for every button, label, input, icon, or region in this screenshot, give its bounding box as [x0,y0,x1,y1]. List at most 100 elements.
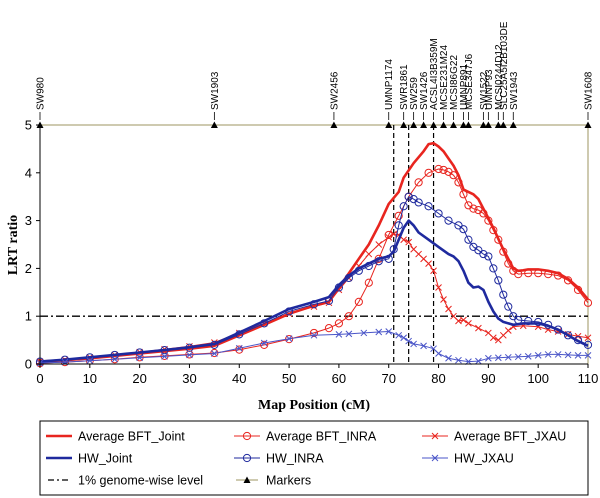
marker-point [210,121,218,128]
data-point [344,312,353,321]
marker-point [420,121,428,128]
data-point [514,315,523,325]
data-point [186,351,193,359]
marker-point [440,121,448,128]
marker-label: SWR1861 [399,64,410,110]
data-point [400,334,408,342]
data-point [235,345,244,354]
legend-label: Markers [266,474,311,488]
series-line [39,219,589,363]
legend-swatch-marker [431,432,439,440]
data-point [524,352,532,360]
marker-point [410,121,418,128]
data-point [554,271,563,280]
data-point [374,257,383,266]
data-point [211,350,218,357]
data-point [161,352,168,360]
data-point [573,336,583,345]
legend-item: HW_JXAU [422,452,514,466]
series-average-bft-inra [35,164,593,368]
x-tick-label: 0 [36,371,43,386]
x-tick-label: 80 [431,371,445,386]
marker-label: SW1903 [210,71,221,110]
data-point [375,241,383,248]
y-tick-label: 3 [25,213,32,228]
data-point [160,346,169,355]
data-point [484,216,493,225]
x-tick-label: 20 [132,371,146,386]
data-point [464,235,473,244]
data-point [534,317,543,327]
x-tick-label: 110 [578,371,599,386]
legend-swatch-marker [242,453,252,463]
data-point [425,260,432,267]
data-point [440,296,447,303]
data-point [514,270,523,279]
data-point [354,297,363,306]
marker-label: MCSI86G22 [449,55,460,110]
data-point [285,335,293,343]
data-point [435,284,442,291]
data-point [430,267,437,275]
legend-item: Average BFT_Joint [46,430,185,444]
data-point [504,259,513,268]
marker-label: MCSI0244D12 [494,44,505,110]
data-point [260,340,269,349]
x-tick-label: 40 [232,371,246,386]
data-point [489,226,498,235]
legend-item: Average BFT_JXAU [422,430,566,444]
legend-label: HW_INRA [266,452,324,466]
data-point [534,269,543,278]
marker-label: UMNP1174 [384,59,395,110]
data-point [434,209,443,218]
marker-point [464,121,472,128]
legend-label: Average BFT_JXAU [454,430,566,444]
data-point [494,276,503,285]
y-tick-label: 0 [25,357,32,372]
marker-label: SW2456 [329,71,340,110]
marker-point [330,121,338,128]
data-point [364,261,373,271]
marker-point [499,121,507,128]
marker-point [385,121,393,128]
marker-label: MCSE231M24 [439,45,450,110]
legend-item: Average BFT_INRA [234,430,377,444]
data-point [405,337,413,345]
legend-swatch-marker [431,454,439,462]
reference-lines [40,125,588,364]
marker-point [479,121,487,128]
data-point [499,290,508,299]
y-axis-title: LRT ratio [6,215,21,275]
data-point [504,327,512,334]
series-layer [35,141,593,368]
data-point [324,296,334,306]
data-point [475,357,482,365]
x-tick-label: 70 [381,371,395,386]
legend: Average BFT_Joint Average BFT_INRA Average… [39,420,589,496]
data-point [444,216,453,225]
data-point [405,238,413,246]
data-point [563,276,573,285]
data-point [309,300,319,309]
data-point [136,354,143,362]
data-point [345,330,353,338]
marker-label: SW1608 [584,71,595,110]
legend-label: HW_JXAU [454,452,514,466]
legend-label: 1% genome-wise level [78,474,203,488]
data-point [524,316,533,326]
legend-box [39,420,589,496]
data-point [424,202,433,211]
marker-point [430,121,438,128]
data-point [399,202,408,211]
data-point [235,344,243,352]
marker-label: SLC25A5I2B103DE [499,21,510,110]
data-point [504,302,513,311]
marker-label: SW1426 [419,71,430,110]
marker-point [449,121,457,128]
legend-item: Markers [236,474,311,488]
data-point [455,356,462,364]
data-point [434,164,443,174]
marker-label: SW259 [409,77,420,110]
legend-swatch-marker [242,431,252,441]
data-point [484,252,493,261]
